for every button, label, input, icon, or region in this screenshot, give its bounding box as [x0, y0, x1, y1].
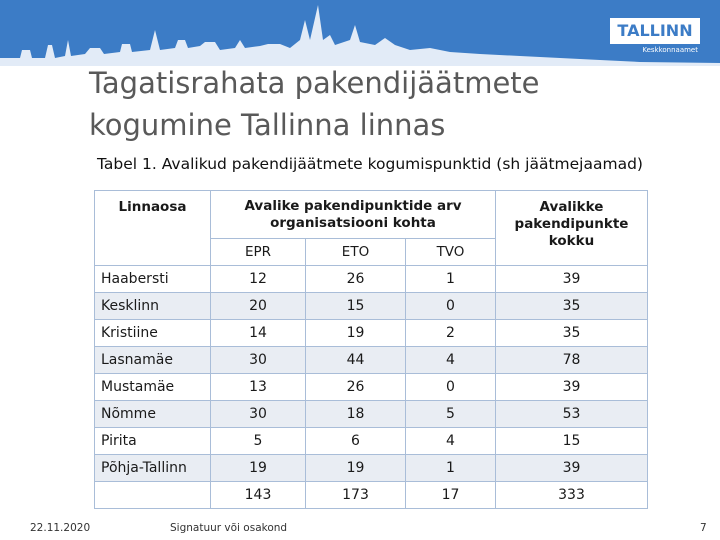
skyline [0, 5, 720, 66]
empty-cell [94, 481, 211, 509]
subheader-cell: ETO [305, 238, 406, 266]
table-row: Mustamäe 13 26 0 39 [94, 373, 648, 401]
table-row: Lasnamäe 30 44 4 78 [94, 346, 648, 374]
count-cell: 53 [495, 400, 648, 428]
count-cell: 14 [210, 319, 306, 347]
count-cell: 39 [495, 265, 648, 293]
total-cell: 173 [305, 481, 406, 509]
header-cell: Avalikke pakendipunkte kokku [495, 190, 648, 266]
count-cell: 30 [210, 400, 306, 428]
count-cell: 1 [405, 265, 496, 293]
count-cell: 5 [210, 427, 306, 455]
logo-box [610, 18, 700, 44]
count-cell: 26 [305, 373, 406, 401]
total-cell: 143 [210, 481, 306, 509]
subheader-cell: TVO [405, 238, 496, 266]
district-cell: Mustamäe [94, 373, 211, 401]
count-cell: 20 [210, 292, 306, 320]
count-cell: 26 [305, 265, 406, 293]
footer-signature: Signatuur või osakond [170, 522, 288, 534]
count-cell: 5 [405, 400, 496, 428]
district-cell: Pirita [94, 427, 211, 455]
district-cell: Nõmme [94, 400, 211, 428]
table: Linnaosa Avalike pakendipunktide arv org… [94, 190, 648, 509]
total-cell: 333 [495, 481, 648, 509]
count-cell: 39 [495, 454, 648, 482]
count-cell: 39 [495, 373, 648, 401]
district-cell: Põhja-Tallinn [94, 454, 211, 482]
district-cell: Lasnamäe [94, 346, 211, 374]
total-row: 143 173 17 333 [94, 481, 648, 509]
count-cell: 4 [405, 346, 496, 374]
department: Keskkonnaamet [642, 46, 698, 54]
table-row: Nõmme 30 18 5 53 [94, 400, 648, 428]
footer-date: 22.11.2020 [30, 522, 91, 534]
district-cell: Kristiine [94, 319, 211, 347]
table-row: Kesklinn 20 15 0 35 [94, 292, 648, 320]
count-cell: 6 [305, 427, 406, 455]
count-cell: 35 [495, 319, 648, 347]
header-cell: Avalike pakendipunktide arv organisatsio… [210, 190, 496, 239]
district-cell: Kesklinn [94, 292, 211, 320]
count-cell: 18 [305, 400, 406, 428]
count-cell: 35 [495, 292, 648, 320]
count-cell: 12 [210, 265, 306, 293]
table-row: Haabersti 12 26 1 39 [94, 265, 648, 293]
title-line: kogumine Tallinna linnas [89, 108, 446, 142]
count-cell: 2 [405, 319, 496, 347]
district-cell: Haabersti [94, 265, 211, 293]
table-row: Põhja-Tallinn 19 19 1 39 [94, 454, 648, 482]
table-row: Pirita 5 6 4 15 [94, 427, 648, 455]
header-cell: Linnaosa [94, 190, 211, 266]
count-cell: 0 [405, 373, 496, 401]
count-cell: 30 [210, 346, 306, 374]
count-cell: 4 [405, 427, 496, 455]
title-line: Tagatisrahata pakendijäätmete [89, 66, 540, 100]
page-number: 7 [700, 522, 707, 534]
count-cell: 19 [305, 454, 406, 482]
count-cell: 0 [405, 292, 496, 320]
count-cell: 15 [305, 292, 406, 320]
subheader-cell: EPR [210, 238, 306, 266]
count-cell: 19 [305, 319, 406, 347]
count-cell: 1 [405, 454, 496, 482]
total-cell: 17 [405, 481, 496, 509]
count-cell: 15 [495, 427, 648, 455]
table-row: Kristiine 14 19 2 35 [94, 319, 648, 347]
count-cell: 19 [210, 454, 306, 482]
count-cell: 44 [305, 346, 406, 374]
caption: Tabel 1. Avalikud pakendijäätmete kogumi… [97, 155, 643, 173]
count-cell: 13 [210, 373, 306, 401]
count-cell: 78 [495, 346, 648, 374]
banner: TALLINN Keskkonnaamet [0, 0, 720, 66]
logo: TALLINN [617, 21, 692, 40]
